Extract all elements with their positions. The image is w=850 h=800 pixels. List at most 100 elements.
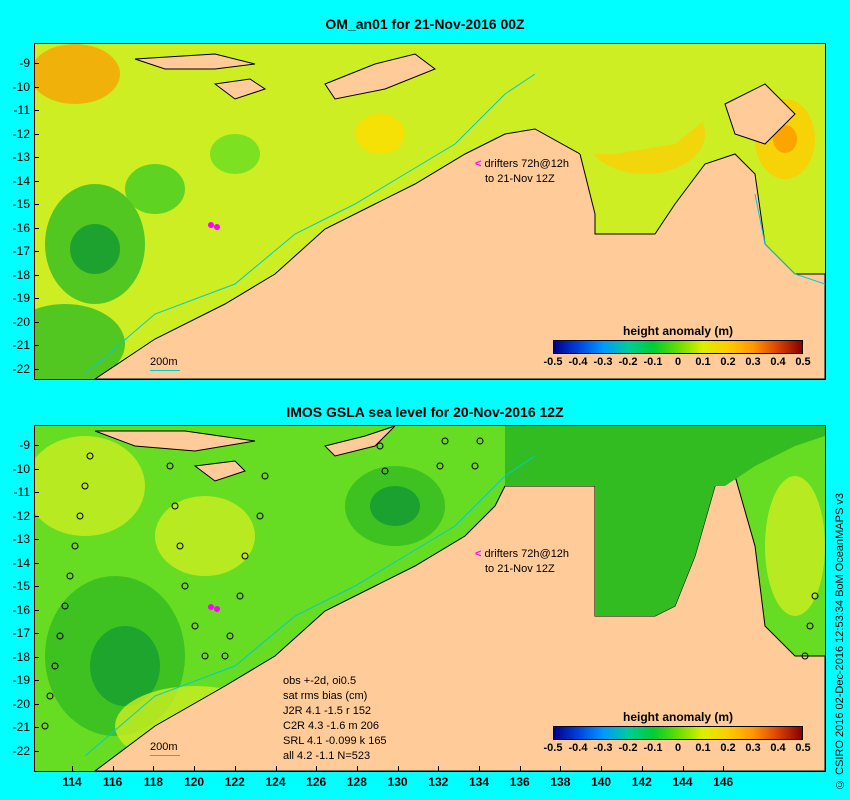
lat-tick-mark bbox=[34, 445, 39, 446]
colorbar-tick-label: 0.2 bbox=[720, 742, 736, 754]
colorbar-tick-label: -0.5 bbox=[543, 356, 563, 368]
lat-tick-mark bbox=[34, 703, 39, 705]
lat-tick-label: -16 bbox=[12, 220, 30, 235]
lon-tick-mark bbox=[234, 766, 236, 771]
map-title-top: OM_an01 for 21-Nov-2016 00Z bbox=[325, 16, 525, 32]
colorbar-tick-label: 0.4 bbox=[770, 742, 786, 754]
colorbar-tick-label: -0.4 bbox=[568, 356, 588, 368]
colorbar-tick-label: 0.1 bbox=[695, 742, 711, 754]
colorbar-tick-label: 0.1 bbox=[695, 356, 711, 368]
colorbar-labels-bottom: -0.5 -0.4 -0.3 -0.2 -0.1 0 0.1 0.2 0.3 0.4 0.5 bbox=[544, 740, 811, 754]
stats-line: J2R 4.1 -1.5 r 152 bbox=[283, 705, 372, 717]
colorbar-tick-label: -0.2 bbox=[618, 356, 638, 368]
scale-label-bottom: 200m bbox=[150, 741, 178, 753]
lat-tick-mark bbox=[34, 110, 39, 111]
colorbar-tick-label: -0.4 bbox=[568, 742, 588, 754]
lon-tick-label: 132 bbox=[428, 775, 449, 789]
scale-line-bottom bbox=[150, 755, 180, 756]
drifters-line-1: drifters 72h@12h bbox=[484, 158, 570, 170]
lon-tick-label: 130 bbox=[387, 775, 408, 789]
lon-tick-label: 126 bbox=[306, 775, 327, 789]
lon-tick-label: 136 bbox=[509, 775, 530, 789]
map-panel-bottom bbox=[34, 425, 826, 772]
lat-tick-label: -14 bbox=[12, 555, 30, 570]
lat-tick-mark bbox=[34, 298, 39, 299]
lon-tick-mark bbox=[194, 766, 196, 771]
lon-tick-label: 122 bbox=[224, 775, 245, 789]
lat-tick-label: -21 bbox=[12, 720, 30, 734]
lat-tick-mark bbox=[34, 468, 39, 470]
lon-tick-label: 142 bbox=[631, 775, 652, 789]
colorbar-tick-label: -0.3 bbox=[593, 356, 613, 368]
stats-line: all 4.2 -1.1 N=523 bbox=[283, 750, 371, 762]
lat-tick-label: -13 bbox=[12, 150, 30, 164]
lat-tick-label: -19 bbox=[12, 291, 30, 305]
colorbar-tick-label: -0.1 bbox=[643, 356, 663, 368]
lat-tick-label: -14 bbox=[12, 173, 30, 188]
colorbar-tick-label: 0.5 bbox=[795, 742, 811, 754]
lat-tick-label: -13 bbox=[12, 532, 30, 546]
drifters-legend-top: < drifters 72h@12h to 21-Nov 12Z bbox=[475, 157, 569, 187]
lat-tick-label: -16 bbox=[12, 602, 30, 617]
colorbar-tick-label: -0.1 bbox=[643, 742, 663, 754]
lat-tick-label: -9 bbox=[19, 438, 30, 452]
lat-tick-label: -9 bbox=[19, 56, 30, 70]
lon-tick-label: 140 bbox=[591, 775, 612, 789]
lat-tick-label: -18 bbox=[12, 267, 30, 282]
drifters-line-2: to 21-Nov 12Z bbox=[485, 173, 555, 185]
drifter-arrow-icon: < bbox=[475, 158, 482, 170]
stats-line: SRL 4.1 -0.099 k 165 bbox=[283, 735, 387, 747]
lon-tick-label: 124 bbox=[265, 775, 286, 789]
credit-text: © CSIRO 2016 02-Dec-2016 12:53:34 BoM Oc… bbox=[834, 493, 846, 790]
colorbar-tick-label: -0.5 bbox=[543, 742, 563, 754]
lat-tick-mark bbox=[34, 656, 39, 658]
lon-tick-label: 116 bbox=[103, 775, 123, 789]
lat-tick-label: -10 bbox=[12, 79, 30, 94]
colorbar-bottom: height anomaly (m) -0.5 -0.4 -0.3 -0.2 -0.1 0… bbox=[544, 710, 811, 754]
lon-tick-label: 114 bbox=[62, 775, 82, 789]
lat-tick-label: -11 bbox=[13, 103, 30, 117]
lat-tick-label: -12 bbox=[12, 126, 30, 141]
lon-tick-label: 120 bbox=[184, 775, 205, 789]
lat-tick-label: -15 bbox=[12, 579, 30, 593]
lon-tick-label: 134 bbox=[468, 775, 490, 789]
lat-tick-mark bbox=[34, 586, 39, 587]
lon-tick-mark bbox=[519, 766, 521, 771]
colorbar-tick-label: 0.3 bbox=[745, 742, 761, 754]
lat-tick-label: -18 bbox=[12, 649, 30, 664]
colorbar-title-bottom: height anomaly (m) bbox=[622, 710, 733, 724]
lat-tick-mark bbox=[34, 750, 39, 752]
map-title-bottom: IMOS GSLA sea level for 20-Nov-2016 12Z bbox=[286, 404, 564, 420]
colorbar-tick-label: 0.3 bbox=[745, 356, 761, 368]
lat-tick-mark bbox=[34, 680, 39, 681]
lon-tick-mark bbox=[560, 766, 562, 771]
lat-tick-mark bbox=[34, 157, 39, 158]
lon-tick-label: 138 bbox=[550, 775, 571, 789]
lon-tick-mark bbox=[682, 766, 684, 771]
lon-tick-mark bbox=[601, 766, 603, 771]
lat-tick-label: -12 bbox=[12, 508, 30, 523]
lat-tick-mark bbox=[34, 180, 39, 182]
lat-tick-mark bbox=[34, 133, 39, 135]
lat-tick-mark bbox=[34, 562, 39, 564]
scale-label-top: 200m bbox=[150, 356, 178, 368]
lat-tick-mark bbox=[34, 86, 39, 88]
lat-tick-label: -11 bbox=[13, 485, 30, 499]
drifters-line-1: drifters 72h@12h bbox=[484, 548, 570, 560]
lat-tick-label: -22 bbox=[12, 361, 30, 376]
map-panel-top bbox=[34, 43, 826, 380]
lon-tick-label: 118 bbox=[143, 775, 164, 789]
lon-tick-mark bbox=[356, 766, 358, 771]
colorbar-tick-label: -0.3 bbox=[593, 742, 613, 754]
lat-tick-label: -17 bbox=[12, 244, 30, 258]
scale-bar-top: 200m bbox=[150, 356, 180, 371]
lat-tick-mark bbox=[34, 274, 39, 276]
colorbar-gradient-top bbox=[553, 340, 803, 354]
lon-tick-mark bbox=[275, 766, 277, 771]
lat-tick-label: -21 bbox=[12, 338, 30, 352]
lon-tick-mark bbox=[479, 766, 480, 771]
lat-tick-mark bbox=[34, 727, 39, 728]
drifters-legend-bottom: < drifters 72h@12h to 21-Nov 12Z bbox=[475, 547, 569, 577]
lat-tick-label: -20 bbox=[12, 696, 30, 711]
colorbar-gradient-bottom bbox=[553, 726, 803, 740]
